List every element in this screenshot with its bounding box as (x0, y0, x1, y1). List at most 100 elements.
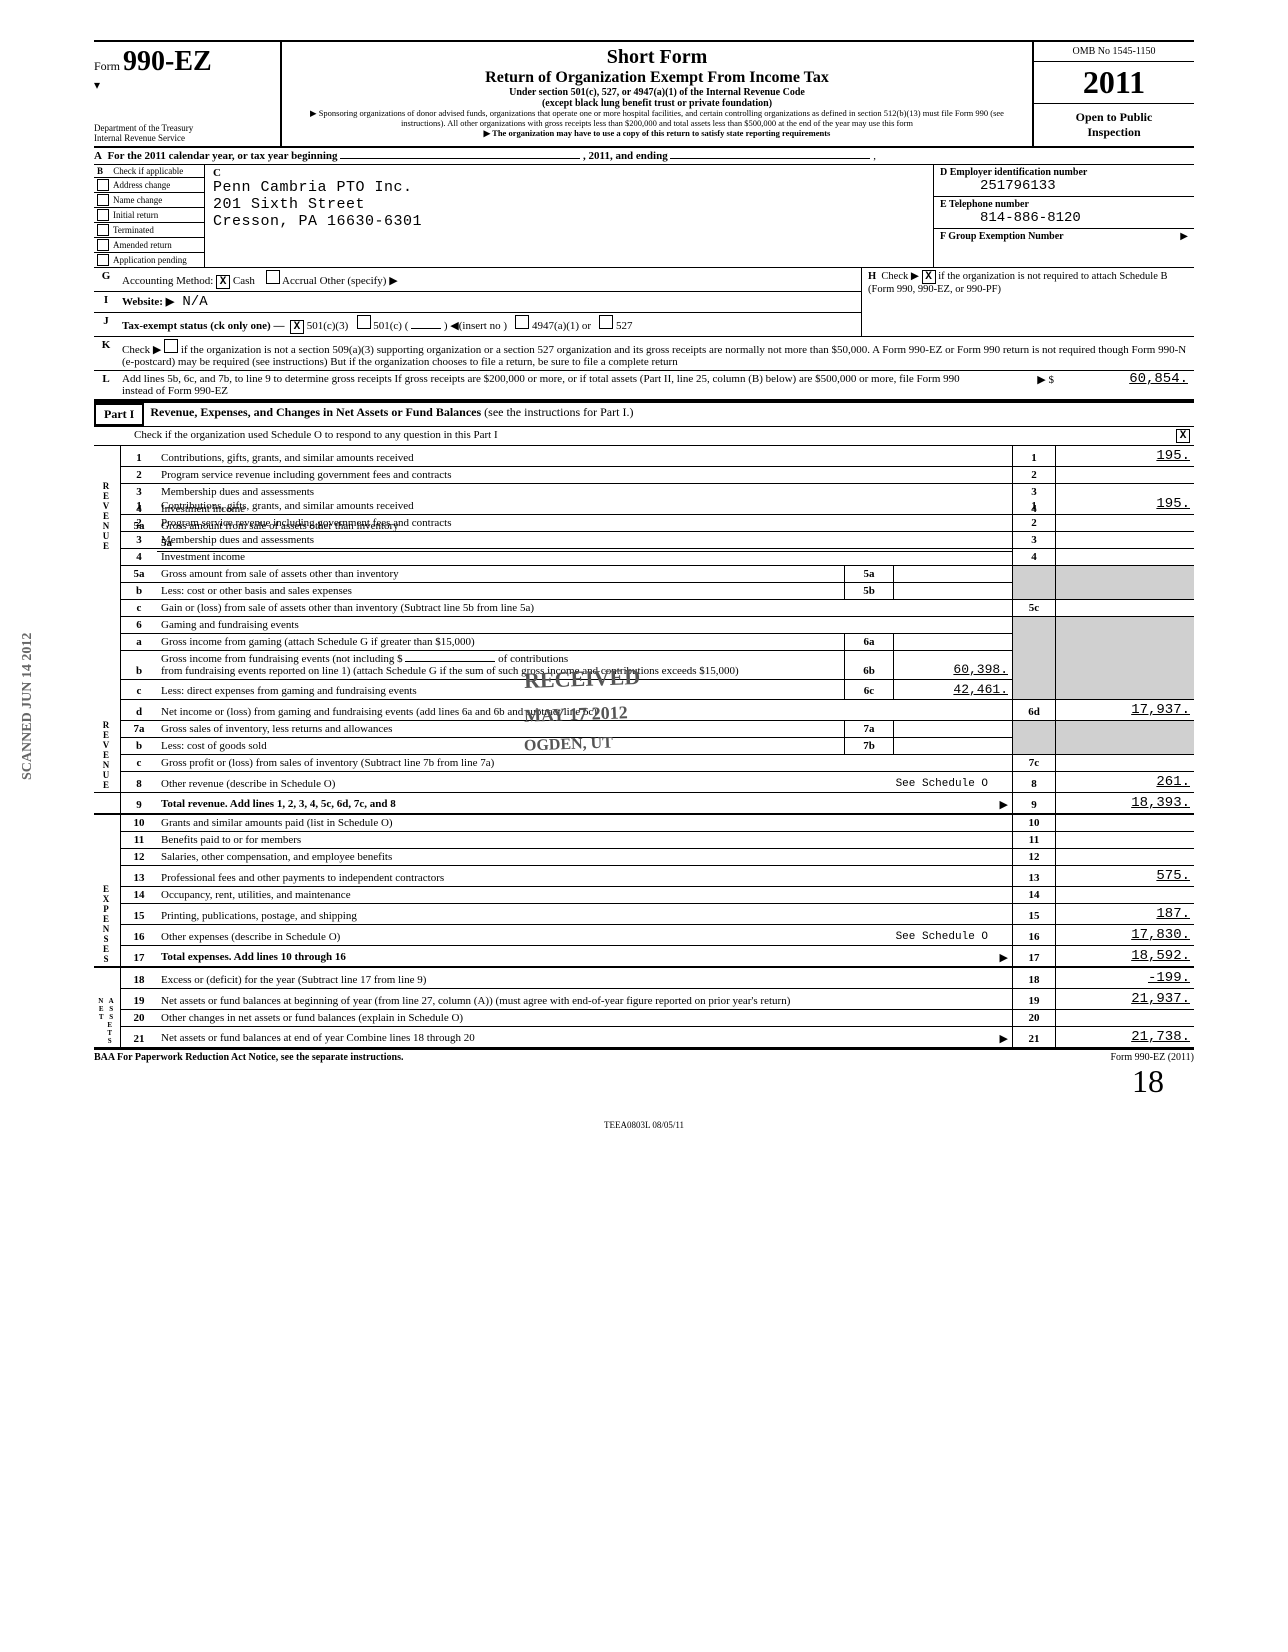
cb-initial-return[interactable]: Initial return (94, 208, 204, 223)
cb-h[interactable]: X (922, 270, 936, 284)
form-number: Form 990-EZ ▾ (94, 46, 274, 93)
c-l4-v (1056, 548, 1195, 565)
c-l5c-b: 5c (1013, 599, 1056, 616)
c-l6b-sv: 60,398. (894, 650, 1013, 679)
e-val: 814-886-8120 (940, 210, 1081, 226)
c-l13-v: 575. (1056, 865, 1195, 886)
part1-check-text: Check if the organization used Schedule … (134, 429, 498, 443)
lines-table-clean: REVENUE 1 Contributions, gifts, grants, … (94, 494, 1194, 1048)
c-l16-t1: Other expenses (describe in Schedule O) (161, 931, 340, 943)
cb-name-change[interactable]: Name change (94, 193, 204, 208)
row-g-acc: Accrual Other (specify) ▶ (282, 275, 398, 287)
c-l2-t: Program service revenue including govern… (157, 514, 1013, 531)
org-addr1: 201 Sixth Street (213, 196, 925, 213)
row-j-c3: 501(c)(3) (307, 320, 349, 332)
cb-label: Application pending (113, 255, 187, 265)
cell-d: D Employer identification number 2517961… (934, 165, 1194, 197)
row-l: L Add lines 5b, 6c, and 7b, to line 9 to… (94, 371, 1194, 401)
c-l7b-t: Less: cost of goods sold (157, 737, 845, 754)
omb-number: OMB No 1545-1150 (1034, 42, 1194, 62)
c-l5b-sv (894, 582, 1013, 599)
initials: 18 (94, 1063, 1194, 1100)
c-l6b-sb: 6b (845, 650, 894, 679)
c-l15-n: 15 (121, 903, 158, 924)
c-l19-n: 19 (121, 988, 158, 1009)
c-l17-v: 18,592. (1056, 945, 1195, 967)
row-a-end: , (873, 150, 876, 162)
row-g-m: G (94, 268, 118, 291)
c-l7a-sv (894, 720, 1013, 737)
c-l16-n: 16 (121, 924, 158, 945)
c-l16-b: 16 (1013, 924, 1056, 945)
l1-n: 1 (121, 446, 158, 467)
c-l6b-t: Gross income from fundraising events (no… (157, 650, 845, 679)
c-l19-b: 19 (1013, 988, 1056, 1009)
e-label: E Telephone number (940, 199, 1029, 210)
d-label: D Employer identification number (940, 167, 1087, 178)
row-j: J Tax-exempt status (ck only one) — X 50… (94, 313, 861, 337)
c-l5c-t: Gain or (loss) from sale of assets other… (157, 599, 1013, 616)
cb-4947[interactable] (515, 315, 529, 329)
cb-527[interactable] (599, 315, 613, 329)
c-l11-v (1056, 831, 1195, 848)
l2-b: 2 (1013, 467, 1056, 484)
c-l9-t: Total revenue. Add lines 1, 2, 3, 4, 5c,… (157, 792, 1013, 814)
cb-part1-o[interactable]: X (1176, 429, 1190, 443)
c-l8-b: 8 (1013, 771, 1056, 792)
cb-terminated[interactable]: Terminated (94, 223, 204, 238)
f-label: F Group Exemption Number (940, 231, 1064, 242)
c-l12-t: Salaries, other compensation, and employ… (157, 848, 1013, 865)
c-l15-v: 187. (1056, 903, 1195, 924)
c-l8-t1: Other revenue (describe in Schedule O) (161, 778, 335, 790)
c-l19-t: Net assets or fund balances at beginning… (157, 988, 1013, 1009)
cell-e: E Telephone number 814-886-8120 (934, 197, 1194, 229)
form-990ez: Form 990-EZ ▾ Department of the Treasury… (94, 40, 1194, 1130)
c-l5a-sv (894, 565, 1013, 582)
cell-f: F Group Exemption Number ▶ (934, 229, 1194, 244)
col-c-label: C (213, 167, 221, 179)
cb-501c3[interactable]: X (290, 320, 304, 334)
c-l9-arrow: ▶ (1000, 798, 1008, 811)
cb-501c[interactable] (357, 315, 371, 329)
c-l7c-b: 7c (1013, 754, 1056, 771)
c-l16-extra: See Schedule O (896, 931, 1008, 943)
row-k: K Check ▶ if the organization is not a s… (94, 337, 1194, 371)
c-l3-b: 3 (1013, 531, 1056, 548)
c-l18-n: 18 (121, 967, 158, 989)
c-l8-extra: See Schedule O (896, 778, 1008, 790)
cb-cash[interactable]: X (216, 275, 230, 289)
title-short-form: Short Form (290, 46, 1024, 69)
dept-block: Department of the Treasury Internal Reve… (94, 124, 274, 144)
c-l11-n: 11 (121, 831, 158, 848)
cb-accrual[interactable] (266, 270, 280, 284)
header-left: Form 990-EZ ▾ Department of the Treasury… (94, 42, 282, 146)
part1-label: Part I (94, 403, 144, 426)
c-l3-v (1056, 531, 1195, 548)
c-l12-v (1056, 848, 1195, 865)
c-l7c-v (1056, 754, 1195, 771)
cb-k[interactable] (164, 339, 178, 353)
c-l6c-sb: 6c (845, 679, 894, 699)
cb-amended[interactable]: Amended return (94, 238, 204, 253)
c-l21-n: 21 (121, 1026, 158, 1047)
c-l5c-v (1056, 599, 1195, 616)
cb-app-pending[interactable]: Application pending (94, 253, 204, 267)
c-l10-n: 10 (121, 814, 158, 832)
c-l21-b: 21 (1013, 1026, 1056, 1047)
l1-t: Contributions, gifts, grants, and simila… (157, 446, 1013, 467)
row-h: H Check ▶ X if the organization is not r… (861, 268, 1194, 337)
c-l6d-t: Net income or (loss) from gaming and fun… (157, 699, 1013, 720)
c-l4-b: 4 (1013, 548, 1056, 565)
cb-address-change[interactable]: Address change (94, 178, 204, 193)
c-l20-t: Other changes in net assets or fund bala… (157, 1009, 1013, 1026)
c-l4-n: 4 (121, 548, 158, 565)
c-l20-b: 20 (1013, 1009, 1056, 1026)
baa-footer: BAA For Paperwork Reduction Act Notice, … (94, 1048, 1194, 1063)
part1-paren: (see the instructions for Part I.) (484, 405, 633, 419)
header-mid: Short Form Return of Organization Exempt… (282, 42, 1032, 146)
c-l17-n: 17 (121, 945, 158, 967)
org-name: Penn Cambria PTO Inc. (213, 179, 925, 196)
side-na: N AE ST S E T S (94, 967, 121, 1048)
small-text-1: ▶ Sponsoring organizations of donor advi… (290, 109, 1024, 129)
c-l20-v (1056, 1009, 1195, 1026)
